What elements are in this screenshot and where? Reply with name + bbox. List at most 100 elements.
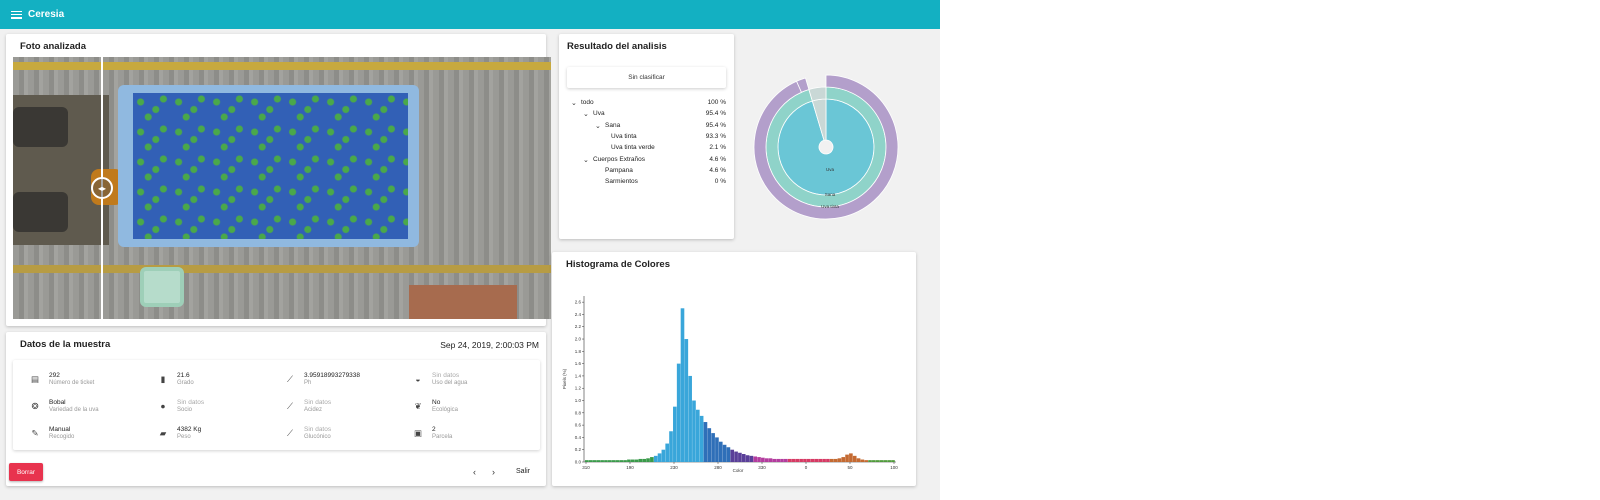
histogram-bar (684, 339, 689, 462)
result-card-title: Resultado del analisis (567, 41, 667, 52)
bar-chart-icon: ▮ (160, 374, 166, 384)
histogram-bar (826, 458, 830, 462)
leaf-icon: ❦ (414, 401, 422, 411)
chevron-down-icon[interactable]: ⌄ (595, 122, 601, 130)
histogram-bar (879, 460, 884, 462)
x-tick-label: 310 (582, 465, 590, 470)
unclassified-button[interactable]: Sin clasificar (567, 67, 726, 88)
field-uso-del-agua: ◒ Sin datos Uso del agua (413, 372, 533, 392)
histogram-bar (650, 457, 654, 462)
y-tick-label: 0.2 (575, 447, 582, 452)
histogram-bar (623, 460, 627, 462)
histogram-bar (849, 453, 853, 462)
histogram-bar (722, 444, 727, 462)
result-tree-panel: Resultado del analisis Sin clasificar ⌄ t… (559, 34, 734, 239)
tree-row[interactable]: Uva tinta verde 2.1 % (571, 144, 726, 155)
chevron-down-icon[interactable]: ⌄ (583, 111, 589, 119)
field-value: 3.95918993279338 (304, 372, 361, 379)
y-tick-label: 0.6 (575, 423, 582, 428)
field-parcela: ▣ 2 Parcela (413, 426, 533, 446)
histogram-bar (741, 454, 746, 462)
histogram-bar (604, 460, 608, 462)
field-acidez: ⟋ Sin datos Acidez (285, 399, 405, 419)
next-button[interactable]: › (492, 467, 495, 477)
app-root: Ceresia Foto analizada ◂▸ Datos de la mu… (0, 0, 940, 500)
tree-percent: 4.6 % (709, 155, 726, 163)
chevron-down-icon[interactable]: ⌄ (583, 156, 589, 164)
histogram-bar (891, 460, 895, 462)
histogram-bar (887, 460, 891, 462)
delete-button[interactable]: Borrar (9, 463, 43, 481)
histogram-bar (814, 458, 819, 462)
histogram-bar (806, 458, 811, 462)
tree-row[interactable]: ⌄ todo 100 % (571, 99, 726, 110)
histogram-bar (791, 458, 796, 462)
tree-percent: 2.1 % (709, 144, 726, 152)
histogram-bar (795, 458, 800, 462)
histogram-bar (680, 308, 685, 462)
chevron-down-icon[interactable]: ⌄ (571, 100, 577, 107)
sunburst-uva-tinta-slice[interactable] (753, 74, 899, 220)
tree-row[interactable]: Uva tinta 93.3 % (571, 133, 726, 144)
result-tree: ⌄ todo 100 % ⌄ Uva 95.4 % ⌄ Sana 95.4 % Uva tinta… (571, 99, 726, 189)
field-value: 4382 Kg (177, 426, 202, 433)
tree-row[interactable]: Pampana 4.6 % (571, 167, 726, 178)
comparison-slider-handle[interactable]: ◂▸ (91, 177, 113, 199)
field-label: Parcela (432, 434, 453, 440)
histogram-bar (764, 458, 769, 462)
tree-label: Uva (593, 110, 605, 118)
sunburst-pampana-slice[interactable] (808, 86, 827, 102)
field-value: 2 (432, 426, 436, 433)
menu-icon[interactable] (11, 10, 22, 19)
truck-icon: ▰ (159, 428, 167, 438)
histogram-bar (607, 460, 612, 462)
field-value: Sin datos (432, 372, 460, 379)
y-tick-label: 0.8 (575, 410, 582, 415)
x-tick-label: 330 (758, 465, 766, 470)
y-tick-label: 2.4 (575, 312, 582, 317)
tree-percent: 4.6 % (709, 166, 726, 174)
tree-row[interactable]: Sarmientos 0 % (571, 178, 726, 189)
histogram-bar (837, 458, 842, 462)
tree-row[interactable]: ⌄ Sana 95.4 % (571, 122, 726, 133)
wrench-icon: ✎ (31, 428, 39, 438)
sunburst-label-middle: Sana (825, 192, 836, 197)
histogram-bar (642, 458, 647, 462)
histogram-bar (669, 431, 673, 462)
histogram-bar (592, 460, 597, 462)
analyzed-photo: ◂▸ (13, 57, 551, 319)
trend-icon: ⟋ (287, 401, 293, 411)
histogram-bar (718, 441, 723, 462)
tree-percent: 95.4 % (705, 110, 726, 118)
tree-label: Cuerpos Extraños (593, 155, 646, 163)
histogram-bar (734, 451, 738, 462)
tree-percent: 100 % (707, 99, 726, 106)
y-axis-label: Pixels (%) (562, 368, 567, 389)
histogram-bar (638, 458, 643, 462)
field-value: Sin datos (177, 399, 205, 406)
y-tick-label: 1.2 (575, 386, 582, 391)
color-histogram: 0.0 0.2 0.4 0.6 0.8 1.0 1.2 1.4 1.6 1.8 2.0 2.2 2.4 2… (562, 296, 898, 473)
histogram-bar (833, 458, 838, 462)
tree-row[interactable]: ⌄ Cuerpos Extraños 4.6 % (571, 156, 726, 167)
histogram-bar (761, 457, 765, 462)
field-label: Ecológica (432, 407, 459, 413)
y-tick-label: 2.6 (575, 300, 582, 305)
grape-icon: ❂ (31, 401, 39, 411)
histogram-bar (780, 458, 784, 462)
sunburst-chart: Uva Sana Uva tinta (753, 74, 899, 220)
tree-row[interactable]: ⌄ Uva 95.4 % (571, 110, 726, 121)
photo-card: Foto analizada ◂▸ (6, 34, 551, 326)
field-value: 292 (49, 372, 60, 379)
x-tick-label: 280 (714, 465, 722, 470)
histogram-bar (860, 459, 865, 462)
histogram-bar (588, 460, 593, 462)
x-tick-label: 50 (847, 465, 853, 470)
prev-button[interactable]: ‹ (473, 467, 476, 477)
exit-button[interactable]: Salir (516, 468, 531, 475)
sample-card-title: Datos de la muestra (20, 339, 111, 350)
sunburst-uva-tinta-verde-slice[interactable] (796, 77, 810, 93)
field-ecol-gica: ❦ No Ecológica (413, 399, 533, 419)
field-grado: ▮ 21.6 Grado (158, 372, 278, 392)
field-value: No (432, 399, 441, 406)
